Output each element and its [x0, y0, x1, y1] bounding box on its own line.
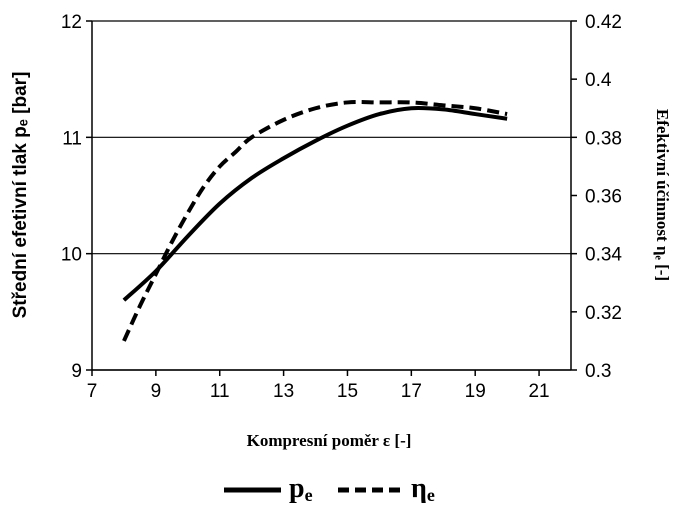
axes-layer [86, 20, 577, 376]
y-right-tick-label-3: 0.36 [585, 187, 622, 208]
legend-eta-subscript: e [427, 485, 435, 505]
legend-pe-subscript: e [305, 485, 313, 505]
x-tick-label-1: 9 [151, 381, 162, 402]
y-right-tick-label-1: 0.32 [585, 303, 622, 324]
y-axis-left-title: Střední efetivní tlak pₑ [bar] [10, 72, 31, 319]
x-tick-label-3: 13 [273, 381, 294, 402]
y-right-tick-label-6: 0.42 [585, 12, 622, 33]
y-left-tick-label-3: 12 [61, 12, 82, 33]
y-left-tick-label-0: 9 [71, 361, 82, 382]
x-tick-label-6: 19 [465, 381, 486, 402]
x-tick-label-5: 17 [401, 381, 422, 402]
series-line-eta-e [122, 100, 508, 342]
y-left-tick-label-1: 10 [61, 245, 82, 266]
x-axis-title: Kompresní poměr ε [-] [247, 431, 412, 450]
series-layer [122, 100, 508, 342]
y-left-tick-label-2: 11 [62, 128, 82, 149]
y-axis-right-title: Efektivní účinnost ηₑ [-] [653, 109, 672, 281]
x-tick-label-7: 21 [528, 381, 549, 402]
x-tick-label-0: 7 [87, 381, 98, 402]
x-tick-label-2: 11 [210, 381, 230, 402]
series-line-p-e [122, 105, 508, 302]
y-right-tick-label-2: 0.34 [585, 245, 622, 266]
y-right-tick-label-0: 0.3 [585, 361, 611, 382]
x-tick-label-4: 15 [337, 381, 358, 402]
legend: pe ηe [224, 473, 435, 505]
legend-eta-label: ηe [411, 473, 435, 505]
grid-layer [92, 20, 571, 371]
legend-pe-label: pe [289, 473, 313, 505]
y-right-tick-label-5: 0.4 [585, 70, 612, 91]
y-right-tick-label-4: 0.38 [585, 128, 622, 149]
